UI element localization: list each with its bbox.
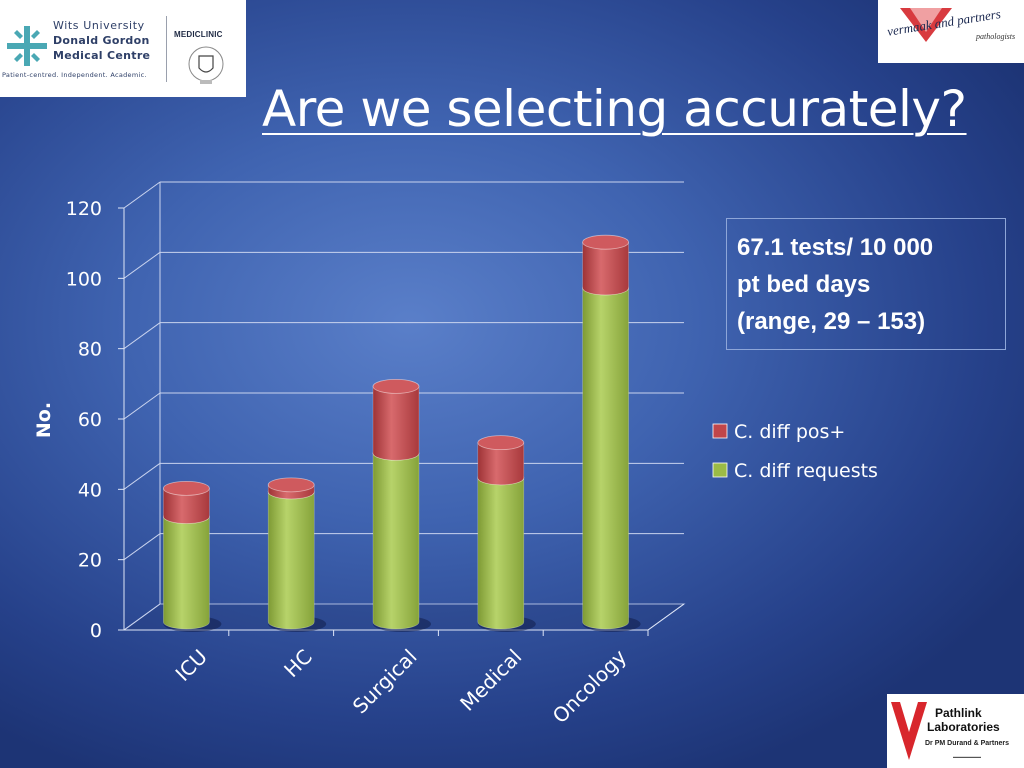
x-tick-label: Medical (455, 645, 526, 716)
crest-icon (188, 46, 224, 84)
bar-segment (372, 452, 420, 630)
callout-box: 67.1 tests/ 10 000 pt bed days (range, 2… (726, 218, 1006, 350)
gridline-diagonal (123, 533, 161, 561)
y-tick-label: 0 (90, 620, 102, 642)
callout-line3: (range, 29 – 153) (737, 308, 926, 335)
x-axis-edge (647, 603, 685, 631)
gridline-diagonal (123, 251, 161, 279)
wits-line1: Wits University (53, 19, 145, 32)
pathlink-logo: Pathlink Laboratories Dr PM Durand & Par… (887, 694, 1024, 768)
bar-cap (162, 480, 210, 496)
y-tick-label: 40 (78, 479, 102, 501)
slide-title: Are we selecting accurately? (262, 80, 967, 138)
callout-line2: pt bed days (737, 271, 871, 298)
bar-segment (477, 442, 525, 486)
x-tick-label: Surgical (348, 645, 422, 719)
wits-tagline: Patient-centred. Independent. Academic. (2, 71, 147, 79)
wits-line3: Medical Centre (53, 49, 151, 62)
legend-label: C. diff pos+ (734, 421, 845, 443)
bar-cap (372, 378, 420, 394)
bar-segment (163, 488, 210, 524)
gridline-diagonal (123, 392, 161, 420)
bar-cap (267, 477, 315, 493)
y-tick-label: 120 (66, 198, 102, 220)
gridline-diagonal (123, 181, 161, 209)
gridline-diagonal (123, 603, 161, 631)
legend-swatch (712, 462, 728, 478)
x-tick-label: ICU (171, 645, 212, 686)
x-tick-label: Oncology (548, 644, 632, 728)
pathlink-line2: Laboratories (927, 720, 1000, 734)
gridline-diagonal (123, 462, 161, 490)
pathlink-line1: Pathlink (935, 706, 982, 720)
bar-segment (372, 386, 420, 461)
pathlink-line3: Dr PM Durand & Partners (925, 740, 1010, 747)
bar-segment (163, 516, 210, 630)
wits-line2: Donald Gordon (53, 34, 150, 47)
mediclinic-label: MEDICLINIC (174, 30, 223, 39)
x-tick-label: HC (279, 645, 316, 682)
gridline-diagonal (123, 322, 161, 350)
legend-label: C. diff requests (734, 460, 878, 482)
callout-line1: 67.1 tests/ 10 000 (737, 234, 934, 261)
bar-segment (582, 287, 629, 630)
vermaak-logo: vermaak and partners pathologists (878, 0, 1024, 63)
vermaak-sub: pathologists (976, 32, 1016, 41)
pathlink-v-icon (891, 702, 927, 760)
legend-swatch (712, 423, 728, 439)
bar-cap (477, 435, 525, 451)
vermaak-triangle-icon (900, 8, 952, 42)
wits-cross-icon (7, 26, 47, 66)
y-tick-label: 60 (78, 409, 102, 431)
y-tick-label: 100 (66, 268, 102, 290)
wits-logo: Wits University Donald Gordon Medical Ce… (0, 0, 246, 97)
bar-cap (582, 234, 629, 250)
y-axis-label: No. (33, 402, 55, 438)
bar-segment (267, 491, 315, 630)
y-tick-label: 80 (78, 339, 102, 361)
bar-segment (477, 477, 525, 630)
bar-segment (582, 241, 629, 296)
logo-divider (166, 16, 167, 82)
pathlink-fineprint-icon: ▬▬▬▬▬▬▬ (953, 754, 981, 759)
y-tick-label: 20 (78, 550, 102, 572)
